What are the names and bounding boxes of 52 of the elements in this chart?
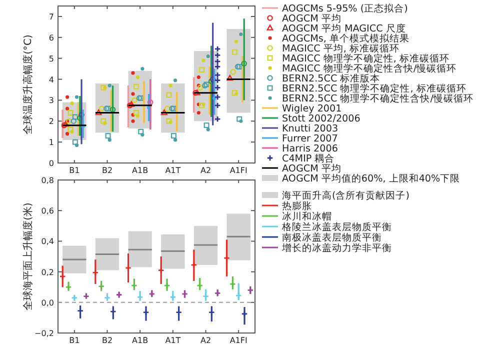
legend-label: AOGCM 平均: [282, 162, 342, 174]
legend-label: MAGICC 物理学不确定性, 标准碳循环: [282, 52, 450, 64]
legend-label: BERN2.5CC 物理学不确定性含快/慢碳循环: [282, 92, 474, 104]
legend-label: 海平面升高(含所有贡献因子): [282, 190, 410, 202]
legend-label: Knutti 2003: [282, 124, 338, 134]
legend-label: 热膨胀: [282, 200, 312, 212]
y-tick-label: 1: [48, 138, 54, 148]
y-tick-label: 0: [48, 159, 54, 168]
x-tick-label: B2: [102, 336, 113, 345]
y-tick-label: 4: [48, 75, 54, 84]
y-axis-title: 全球温度升高幅度(°C): [22, 34, 34, 134]
legend-label: AOGCM 平均: [282, 12, 342, 24]
legend-label: AOGCM 平均值的60%, 上限和40%下限: [282, 172, 460, 184]
x-tick-label: A2: [200, 166, 212, 175]
x-tick-label: A1B: [132, 336, 148, 345]
legend-label: BERN2.5CC 标准版本: [282, 72, 380, 84]
legend-label: Harris 2006: [282, 144, 338, 154]
y-tick-label: 0,0: [41, 298, 54, 308]
x-tick-label: A1FI: [230, 336, 248, 345]
x-tick-label: B1: [69, 166, 80, 175]
x-tick-label: A1T: [165, 336, 181, 345]
legend-label: AOGCMs, 单个模式模拟结果: [282, 32, 410, 44]
legend-label: 增长的冰盖动力学非平衡: [281, 242, 392, 254]
x-tick-label: A1B: [132, 166, 148, 175]
legend-label: AOGCM 平均 MAGICC 尺度: [282, 22, 406, 34]
x-tick-label: B1: [69, 336, 80, 345]
legend-label: AOGCMs 5-95% (正态拟合): [282, 2, 408, 14]
legend-label: C4MIP 耦合: [282, 152, 335, 164]
legend-label: Furrer 2007: [282, 134, 338, 144]
legend-label: Stott 2002/2006: [282, 114, 360, 124]
y-tick-label: 0,6: [41, 206, 54, 216]
x-tick-label: A1FI: [230, 166, 248, 175]
legend-label: 南极冰盖表层物质平衡: [282, 232, 382, 244]
y-tick-label: 7: [48, 12, 54, 22]
y-tick-label: 0,8: [41, 176, 54, 185]
y-tick-label: 2: [48, 117, 54, 126]
y-tick-label: 0,4: [41, 237, 54, 246]
y-tick-label: 6: [48, 33, 54, 42]
x-tick-label: A2: [200, 336, 212, 345]
y-axis-title: 全球海平面上升幅度(米): [22, 202, 34, 310]
legend-label: 格陵兰冰盖表层物质平衡: [281, 221, 392, 233]
x-tick-label: B2: [102, 166, 113, 175]
y-tick-label: 0,2: [41, 268, 54, 277]
legend-label: 冰川和冰帽: [282, 210, 332, 222]
legend-label: BERN2.5CC 物理学不确定性, 标准碳循环: [282, 82, 466, 94]
legend-label: MAGICC 物理学不确定性含快/慢碳循环: [282, 62, 457, 74]
x-tick-label: A1T: [165, 166, 181, 175]
y-tick-label: 5: [48, 54, 54, 64]
y-tick-label: −0,2: [34, 329, 54, 338]
legend-label: MAGICC 平均, 标准碳循环: [282, 42, 400, 54]
legend-label: Wigley 2001: [282, 104, 342, 114]
y-tick-label: 3: [48, 96, 54, 106]
